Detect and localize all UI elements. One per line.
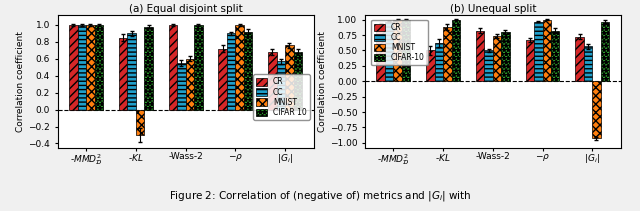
Bar [402,20,410,81]
Bar [294,52,302,110]
Title: (a) Equal disjoint split: (a) Equal disjoint split [129,4,243,14]
Bar [543,20,551,81]
Bar [575,37,584,81]
Bar [136,110,145,135]
Bar [145,27,153,110]
Bar [194,25,202,110]
Bar [218,49,227,110]
Title: (b) Unequal split: (b) Unequal split [449,4,536,14]
Bar [186,59,194,110]
Bar [285,45,294,110]
Bar [376,24,385,81]
Bar [394,20,402,81]
Bar [127,33,136,110]
Bar [493,36,501,81]
Bar [476,31,484,81]
Bar [443,27,452,81]
Bar [86,25,95,110]
Bar [584,46,592,81]
Y-axis label: Correlation coefficient: Correlation coefficient [317,31,327,132]
Bar [169,25,177,110]
Bar [525,40,534,81]
Text: Figure 2: Correlation of (negative of) metrics and $|G_i|$ with: Figure 2: Correlation of (negative of) m… [169,189,471,203]
Bar [601,22,609,81]
Bar [69,25,77,110]
Bar [484,50,493,81]
Bar [268,52,276,110]
Legend: CR, CC, MNIST, CIFAR-10: CR, CC, MNIST, CIFAR-10 [371,20,428,65]
Bar [551,31,559,81]
Bar [435,43,443,81]
Bar [452,20,460,81]
Bar [426,50,435,81]
Bar [95,25,103,110]
Bar [77,25,86,110]
Bar [592,81,601,138]
Bar [236,25,244,110]
Bar [276,61,285,110]
Y-axis label: Correlation coefficient: Correlation coefficient [17,31,26,132]
Bar [119,38,127,110]
Bar [534,22,543,81]
Legend: CR, CC, MNIST, CIFAR 10: CR, CC, MNIST, CIFAR 10 [253,74,310,120]
Bar [244,32,252,110]
Bar [501,32,509,81]
Bar [227,33,236,110]
Bar [177,63,186,110]
Bar [385,22,394,81]
